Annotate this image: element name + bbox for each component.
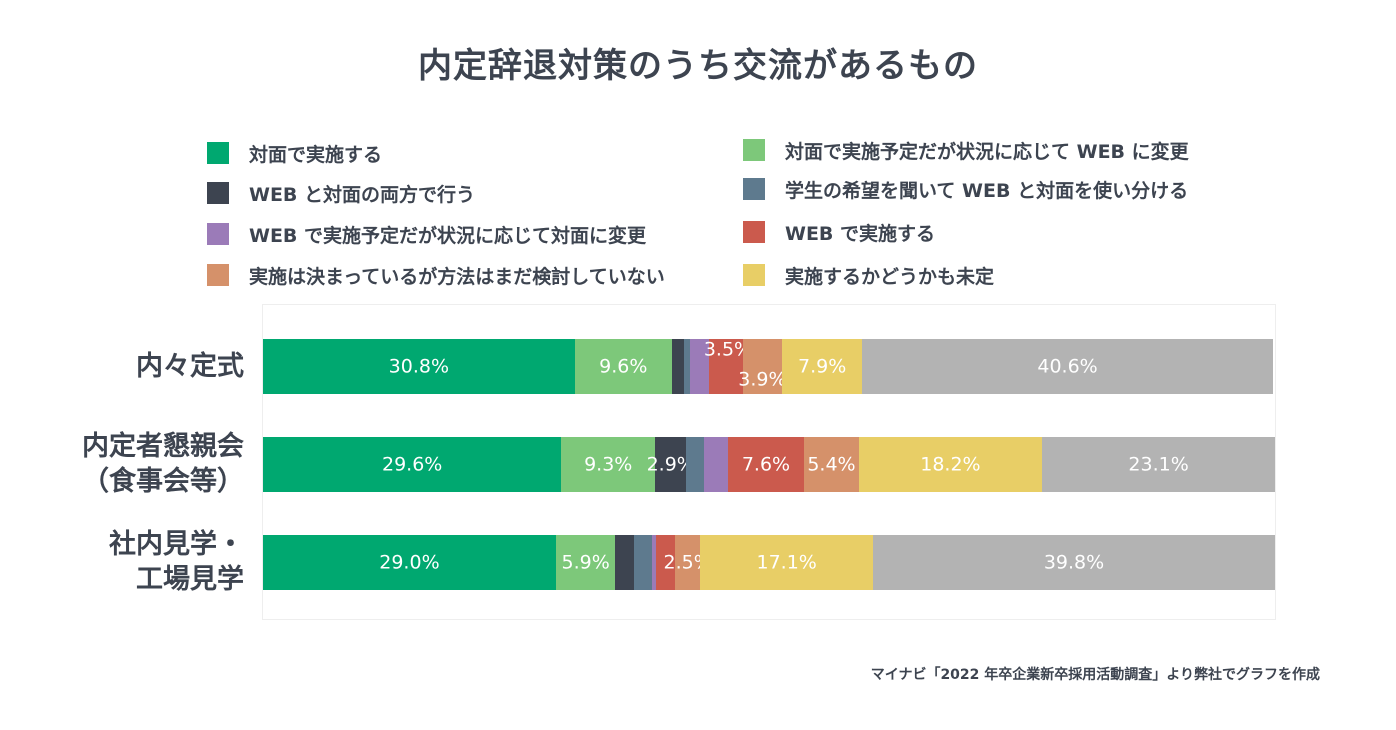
data-label: 7.6% xyxy=(742,455,790,474)
category-label-line: 工場見学 xyxy=(109,562,244,597)
source-note: マイナビ「2022 年卒企業新卒採用活動調査」より弊社でグラフを作成 xyxy=(871,664,1320,684)
category-label-line: 内定者懇親会 xyxy=(82,429,244,464)
legend-item: 実施するかどうかも未定 xyxy=(743,263,994,287)
chart-title: 内定辞退対策のうち交流があるもの xyxy=(0,38,1396,87)
legend-swatch xyxy=(743,178,765,200)
data-label: 30.8% xyxy=(389,357,449,376)
legend-swatch xyxy=(207,142,229,164)
legend-swatch xyxy=(743,264,765,286)
bar-segment xyxy=(634,535,652,590)
legend-item: 対面で実施予定だが状況に応じて WEB に変更 xyxy=(743,138,1189,162)
legend-item: WEB で実施する xyxy=(743,220,935,244)
legend-label: 実施は決まっているが方法はまだ検討していない xyxy=(249,262,665,289)
bar-segment xyxy=(615,535,633,590)
data-label: 5.9% xyxy=(562,553,610,572)
data-label: 29.6% xyxy=(382,455,442,474)
legend-item: 実施は決まっているが方法はまだ検討していない xyxy=(207,263,665,287)
category-label-line: （食事会等） xyxy=(82,464,244,499)
legend-label: WEB で実施予定だが状況に応じて対面に変更 xyxy=(249,221,646,248)
legend-swatch xyxy=(207,182,229,204)
legend-label: 対面で実施する xyxy=(249,140,382,167)
legend-item: WEB と対面の両方で行う xyxy=(207,181,475,205)
bar-row: 29.6% 9.3% 2.9% 7.6% 5.4% 18.2% 23.1% xyxy=(263,437,1275,492)
data-label: 17.1% xyxy=(756,553,816,572)
category-label: 内々定式 xyxy=(136,349,244,384)
legend-swatch xyxy=(743,221,765,243)
bar-segment xyxy=(672,339,684,394)
legend-swatch xyxy=(207,223,229,245)
data-label: 39.8% xyxy=(1044,553,1104,572)
legend-label: WEB と対面の両方で行う xyxy=(249,180,475,207)
data-label: 3.9% xyxy=(738,371,786,390)
legend-label: 対面で実施予定だが状況に応じて WEB に変更 xyxy=(785,137,1189,164)
legend-swatch xyxy=(743,139,765,161)
legend-swatch xyxy=(207,264,229,286)
data-label: 23.1% xyxy=(1128,455,1188,474)
data-label: 29.0% xyxy=(379,553,439,572)
data-label: 7.9% xyxy=(798,357,846,376)
data-label: 40.6% xyxy=(1037,357,1097,376)
bar-segment xyxy=(686,437,704,492)
data-label: 9.6% xyxy=(599,357,647,376)
legend-label: 学生の希望を聞いて WEB と対面を使い分ける xyxy=(785,176,1188,203)
legend-item: WEB で実施予定だが状況に応じて対面に変更 xyxy=(207,222,646,246)
category-label: 社内見学・ 工場見学 xyxy=(109,527,244,597)
bar-segment xyxy=(704,437,727,492)
legend-item: 対面で実施する xyxy=(207,141,382,165)
category-label-line: 社内見学・ xyxy=(109,527,244,562)
bar-row: 29.0% 5.9% 2.5% 17.1% 39.8% xyxy=(263,535,1275,590)
legend-label: WEB で実施する xyxy=(785,219,935,246)
category-label-line: 内々定式 xyxy=(136,349,244,384)
data-label: 5.4% xyxy=(807,455,855,474)
bar-row: 30.8% 9.6% 3.5% 3.9% 7.9% 40.6% xyxy=(263,339,1275,394)
data-label: 18.2% xyxy=(920,455,980,474)
data-label: 9.3% xyxy=(584,455,632,474)
legend-item: 学生の希望を聞いて WEB と対面を使い分ける xyxy=(743,177,1188,201)
category-label: 内定者懇親会 （食事会等） xyxy=(82,429,244,499)
legend-label: 実施するかどうかも未定 xyxy=(785,262,994,289)
